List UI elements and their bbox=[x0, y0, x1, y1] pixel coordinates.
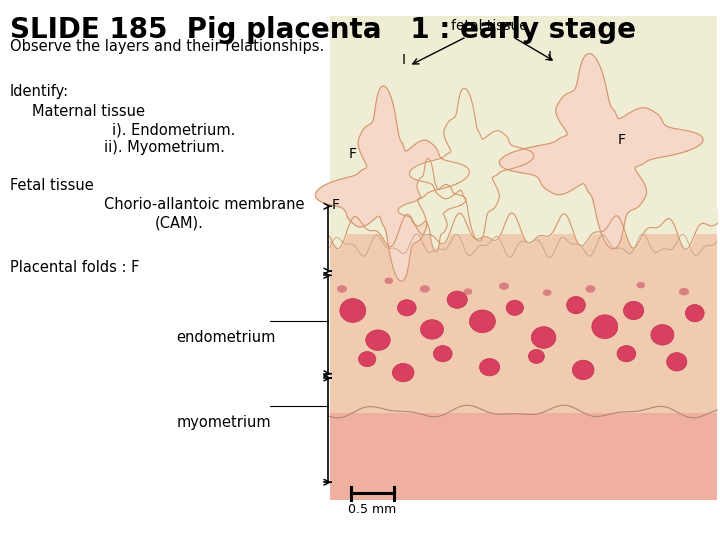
Ellipse shape bbox=[528, 349, 544, 363]
Text: Chorio-allantoic membrane: Chorio-allantoic membrane bbox=[104, 197, 305, 212]
Text: myometrium: myometrium bbox=[176, 415, 271, 430]
Text: Fetal tissue: Fetal tissue bbox=[10, 178, 94, 193]
Ellipse shape bbox=[667, 353, 687, 371]
Ellipse shape bbox=[340, 299, 366, 322]
Ellipse shape bbox=[592, 315, 618, 339]
Bar bbox=[330, 234, 717, 413]
Ellipse shape bbox=[359, 352, 376, 367]
Circle shape bbox=[636, 282, 645, 288]
Polygon shape bbox=[398, 159, 466, 252]
Text: 0.5 mm: 0.5 mm bbox=[348, 503, 397, 516]
Circle shape bbox=[384, 278, 393, 284]
Ellipse shape bbox=[685, 305, 704, 322]
Ellipse shape bbox=[617, 346, 636, 362]
Circle shape bbox=[337, 285, 347, 293]
Text: SLIDE 185  Pig placenta   1 : early stage: SLIDE 185 Pig placenta 1 : early stage bbox=[10, 16, 636, 44]
Ellipse shape bbox=[392, 363, 414, 382]
Text: I: I bbox=[401, 53, 405, 68]
Ellipse shape bbox=[397, 300, 416, 316]
Ellipse shape bbox=[433, 346, 452, 362]
Text: F: F bbox=[331, 198, 339, 212]
Circle shape bbox=[499, 282, 509, 290]
Text: fetal tissue: fetal tissue bbox=[451, 19, 528, 33]
Ellipse shape bbox=[624, 301, 644, 320]
Circle shape bbox=[679, 288, 689, 295]
Ellipse shape bbox=[506, 300, 523, 315]
Text: F: F bbox=[618, 133, 626, 147]
Bar bbox=[330, 16, 717, 500]
Polygon shape bbox=[315, 86, 469, 281]
Bar bbox=[330, 413, 717, 500]
Ellipse shape bbox=[651, 325, 674, 345]
Text: endometrium: endometrium bbox=[176, 330, 276, 346]
Polygon shape bbox=[410, 89, 534, 241]
Text: Identify:: Identify: bbox=[10, 84, 69, 99]
Text: Observe the layers and their relationships.: Observe the layers and their relationshi… bbox=[10, 39, 324, 54]
Circle shape bbox=[464, 288, 472, 295]
Polygon shape bbox=[499, 53, 703, 249]
Text: Maternal tissue: Maternal tissue bbox=[32, 104, 145, 119]
Circle shape bbox=[585, 285, 595, 293]
Ellipse shape bbox=[531, 327, 556, 348]
Ellipse shape bbox=[480, 359, 500, 376]
Text: i). Endometrium.: i). Endometrium. bbox=[112, 123, 235, 138]
Ellipse shape bbox=[572, 360, 594, 380]
Text: F: F bbox=[348, 147, 357, 161]
Ellipse shape bbox=[567, 296, 585, 314]
Text: (CAM).: (CAM). bbox=[155, 216, 204, 231]
Text: I: I bbox=[548, 50, 552, 64]
Ellipse shape bbox=[447, 291, 467, 308]
Text: Placental folds : F: Placental folds : F bbox=[10, 260, 140, 275]
Ellipse shape bbox=[420, 320, 444, 339]
Text: ii). Myometrium.: ii). Myometrium. bbox=[104, 140, 225, 156]
Ellipse shape bbox=[366, 330, 390, 350]
Ellipse shape bbox=[469, 310, 495, 333]
Circle shape bbox=[420, 285, 430, 293]
Circle shape bbox=[543, 289, 552, 296]
